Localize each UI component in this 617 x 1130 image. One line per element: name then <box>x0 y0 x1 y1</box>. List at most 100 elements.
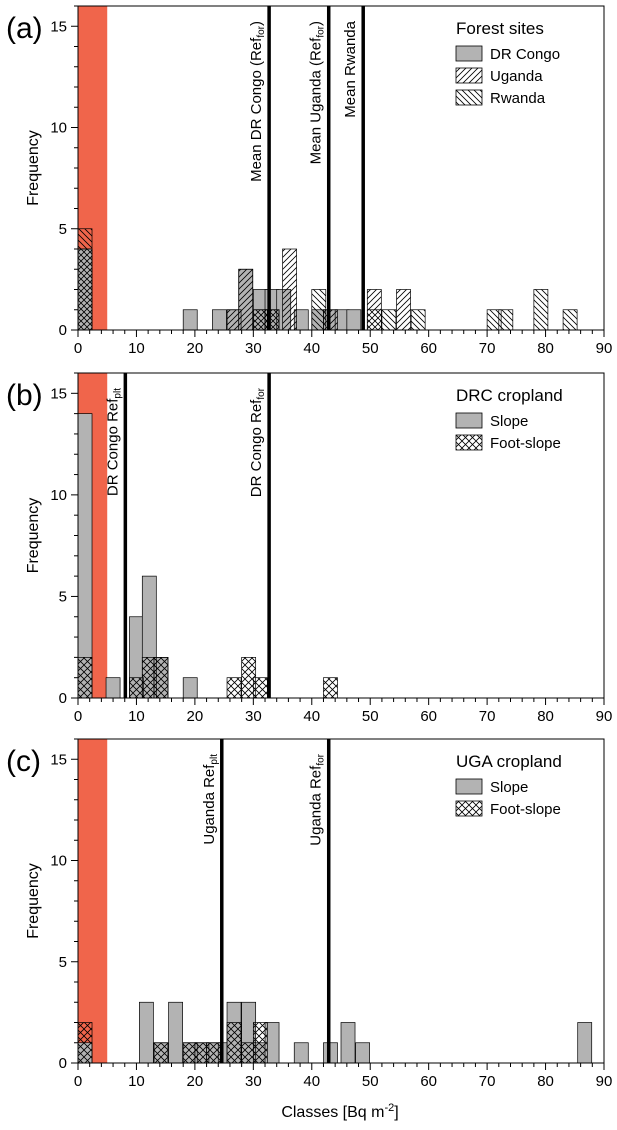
reference-line-label: Mean Uganda (Reffor) <box>308 21 327 164</box>
bar <box>563 310 577 330</box>
bar <box>154 1043 168 1063</box>
bar <box>154 657 168 698</box>
legend-entry: Slope <box>490 413 528 430</box>
bar <box>499 310 513 330</box>
y-axis-label: Frequency <box>25 130 42 206</box>
legend-entry: Foot-slope <box>490 435 561 452</box>
panel-a: Mean DR Congo (Reffor) Mean Uganda (Reffo… <box>6 6 612 357</box>
reference-line-label: DR Congo Refplt <box>104 388 123 496</box>
legend-entry: Rwanda <box>490 90 546 107</box>
reference-line-label: Mean DR Congo (Reffor) <box>248 21 267 182</box>
reference-line-label: Mean Rwanda <box>342 20 359 117</box>
bar <box>312 290 326 331</box>
x-tick-label: 0 <box>74 708 82 725</box>
bar <box>283 249 297 330</box>
bar <box>239 269 253 330</box>
y-tick-label: 10 <box>50 120 67 137</box>
x-tick-label: 30 <box>245 340 262 357</box>
x-tick-label: 30 <box>245 708 262 725</box>
bar <box>382 310 396 330</box>
x-tick-label: 50 <box>362 340 379 357</box>
bar <box>227 678 241 698</box>
bar <box>129 678 143 698</box>
y-tick-label: 0 <box>59 1055 67 1072</box>
x-tick-label: 90 <box>596 1073 613 1090</box>
legend-swatch <box>456 435 482 450</box>
legend-swatch <box>456 68 482 83</box>
bar <box>397 290 411 331</box>
legend-swatch <box>456 46 482 61</box>
x-tick-label: 60 <box>420 1073 437 1090</box>
bar <box>265 310 279 330</box>
bar <box>78 657 92 698</box>
y-tick-label: 10 <box>50 853 67 870</box>
bar <box>207 1043 221 1063</box>
x-tick-label: 80 <box>537 708 554 725</box>
bar <box>212 310 226 330</box>
x-tick-label: 80 <box>537 340 554 357</box>
x-tick-label: 90 <box>596 340 613 357</box>
x-tick-label: 20 <box>187 340 204 357</box>
bar <box>411 310 425 330</box>
y-tick-label: 5 <box>59 588 67 605</box>
x-tick-label: 60 <box>420 340 437 357</box>
panel-label: (c) <box>6 745 41 778</box>
x-tick-label: 0 <box>74 1073 82 1090</box>
x-tick-label: 50 <box>362 1073 379 1090</box>
y-axis-label: Frequency <box>25 498 42 574</box>
highlight-band <box>78 739 107 1063</box>
bar <box>78 229 92 330</box>
legend-entry: DR Congo <box>490 46 560 63</box>
bar <box>169 1002 183 1063</box>
y-tick-label: 15 <box>50 18 67 35</box>
x-tick-label: 0 <box>74 340 82 357</box>
bar <box>323 678 337 698</box>
legend-swatch <box>456 413 482 428</box>
legend-title: DRC cropland <box>456 386 563 405</box>
panel-label: (a) <box>6 12 43 45</box>
panel-b: DR Congo Refplt DR Congo Reffor 0 10 20 30 40 5… <box>6 373 612 725</box>
x-tick-label: 70 <box>479 340 496 357</box>
bar <box>78 1023 92 1064</box>
bar <box>323 1043 337 1063</box>
x-tick-label: 70 <box>479 708 496 725</box>
y-axis-label: Frequency <box>25 863 42 939</box>
y-tick-label: 5 <box>59 954 67 971</box>
x-tick-label: 80 <box>537 1073 554 1090</box>
bar <box>253 678 267 698</box>
bar <box>106 678 120 698</box>
x-tick-label: 40 <box>303 708 320 725</box>
reference-line-label: DR Congo Reffor <box>248 387 267 497</box>
x-tick-label: 40 <box>303 340 320 357</box>
legend-entry: Slope <box>490 779 528 796</box>
x-tick-label: 10 <box>128 708 145 725</box>
bar <box>253 1023 267 1064</box>
x-tick-label: 10 <box>128 1073 145 1090</box>
reference-line-label: Uganda Refplt <box>201 754 220 845</box>
bar <box>294 1043 308 1063</box>
x-axis-label: Classes [Bq m-2] <box>281 1102 398 1121</box>
legend-title: Forest sites <box>456 19 544 38</box>
bar <box>227 1023 241 1064</box>
x-tick-label: 10 <box>128 340 145 357</box>
legend-swatch <box>456 779 482 794</box>
x-tick-label: 90 <box>596 708 613 725</box>
bar <box>139 1002 153 1063</box>
legend-entry: Foot-slope <box>490 801 561 818</box>
y-tick-label: 15 <box>50 385 67 402</box>
bar <box>347 310 361 330</box>
bar <box>534 290 548 331</box>
x-tick-label: 50 <box>362 708 379 725</box>
bar <box>183 678 197 698</box>
x-tick-label: 20 <box>187 1073 204 1090</box>
x-tick-label: 60 <box>420 708 437 725</box>
y-tick-label: 0 <box>59 690 67 707</box>
x-tick-label: 30 <box>245 1073 262 1090</box>
bar <box>578 1023 592 1064</box>
legend-swatch <box>456 90 482 105</box>
legend-title: UGA cropland <box>456 752 562 771</box>
y-tick-label: 0 <box>59 322 67 339</box>
legend-swatch <box>456 801 482 816</box>
